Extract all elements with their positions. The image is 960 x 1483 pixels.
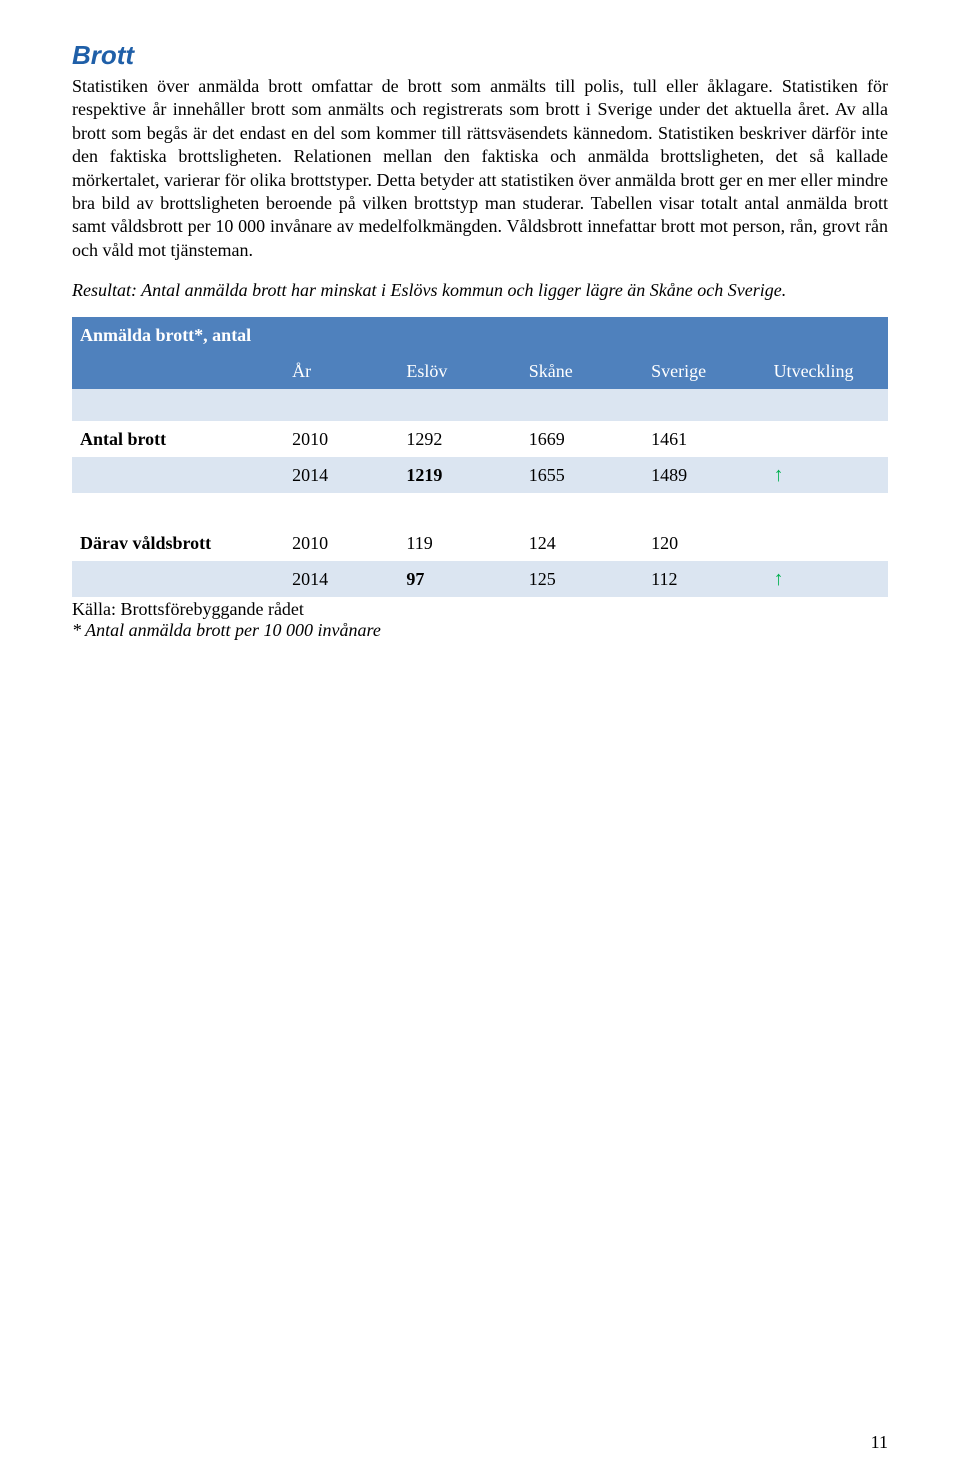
table-spacer-row bbox=[72, 389, 888, 421]
table-row: Därav våldsbrott 2010 119 124 120 bbox=[72, 525, 888, 561]
cell-year: 2014 bbox=[284, 561, 398, 597]
table-note: * Antal anmälda brott per 10 000 invånar… bbox=[72, 620, 888, 641]
cell-sverige: 112 bbox=[643, 561, 765, 597]
cell-year: 2014 bbox=[284, 457, 398, 493]
row-label bbox=[72, 457, 284, 493]
cell-skane: 1655 bbox=[521, 457, 643, 493]
cell-utveckling bbox=[766, 421, 888, 457]
cell-sverige: 1461 bbox=[643, 421, 765, 457]
table-row: 2014 1219 1655 1489 ↑ bbox=[72, 457, 888, 493]
cell-eslov: 1292 bbox=[398, 421, 520, 457]
cell-utveckling: ↑ bbox=[766, 457, 888, 493]
cell-skane: 125 bbox=[521, 561, 643, 597]
col-blank bbox=[72, 353, 284, 389]
row-label: Därav våldsbrott bbox=[72, 525, 284, 561]
col-skane: Skåne bbox=[521, 353, 643, 389]
cell-sverige: 120 bbox=[643, 525, 765, 561]
cell-utveckling: ↑ bbox=[766, 561, 888, 597]
up-arrow-icon: ↑ bbox=[774, 464, 784, 486]
up-arrow-icon: ↑ bbox=[774, 568, 784, 590]
table-row: 2014 97 125 112 ↑ bbox=[72, 561, 888, 597]
document-page: Brott Statistiken över anmälda brott omf… bbox=[0, 0, 960, 1483]
table-spacer-row bbox=[72, 493, 888, 525]
table-header-row: År Eslöv Skåne Sverige Utveckling bbox=[72, 353, 888, 389]
body-paragraph-1: Statistiken över anmälda brott omfattar … bbox=[72, 75, 888, 262]
cell-year: 2010 bbox=[284, 421, 398, 457]
row-label: Antal brott bbox=[72, 421, 284, 457]
cell-eslov: 119 bbox=[398, 525, 520, 561]
cell-utveckling bbox=[766, 525, 888, 561]
result-line: Resultat: Antal anmälda brott har minska… bbox=[72, 280, 888, 301]
row-label bbox=[72, 561, 284, 597]
result-text: Antal anmälda brott har minskat i Eslövs… bbox=[137, 280, 786, 300]
table-title-row: Anmälda brott*, antal bbox=[72, 317, 888, 353]
result-label: Resultat: bbox=[72, 280, 137, 300]
col-utveckling: Utveckling bbox=[766, 353, 888, 389]
table-title: Anmälda brott*, antal bbox=[72, 317, 888, 353]
col-eslov: Eslöv bbox=[398, 353, 520, 389]
section-heading: Brott bbox=[72, 40, 888, 71]
table-row: Antal brott 2010 1292 1669 1461 bbox=[72, 421, 888, 457]
crime-table: Anmälda brott*, antal År Eslöv Skåne Sve… bbox=[72, 317, 888, 597]
col-year: År bbox=[284, 353, 398, 389]
cell-skane: 124 bbox=[521, 525, 643, 561]
cell-sverige: 1489 bbox=[643, 457, 765, 493]
cell-year: 2010 bbox=[284, 525, 398, 561]
cell-eslov: 1219 bbox=[398, 457, 520, 493]
col-sverige: Sverige bbox=[643, 353, 765, 389]
page-number: 11 bbox=[871, 1432, 888, 1453]
table-source: Källa: Brottsförebyggande rådet bbox=[72, 599, 888, 620]
cell-eslov: 97 bbox=[398, 561, 520, 597]
cell-skane: 1669 bbox=[521, 421, 643, 457]
